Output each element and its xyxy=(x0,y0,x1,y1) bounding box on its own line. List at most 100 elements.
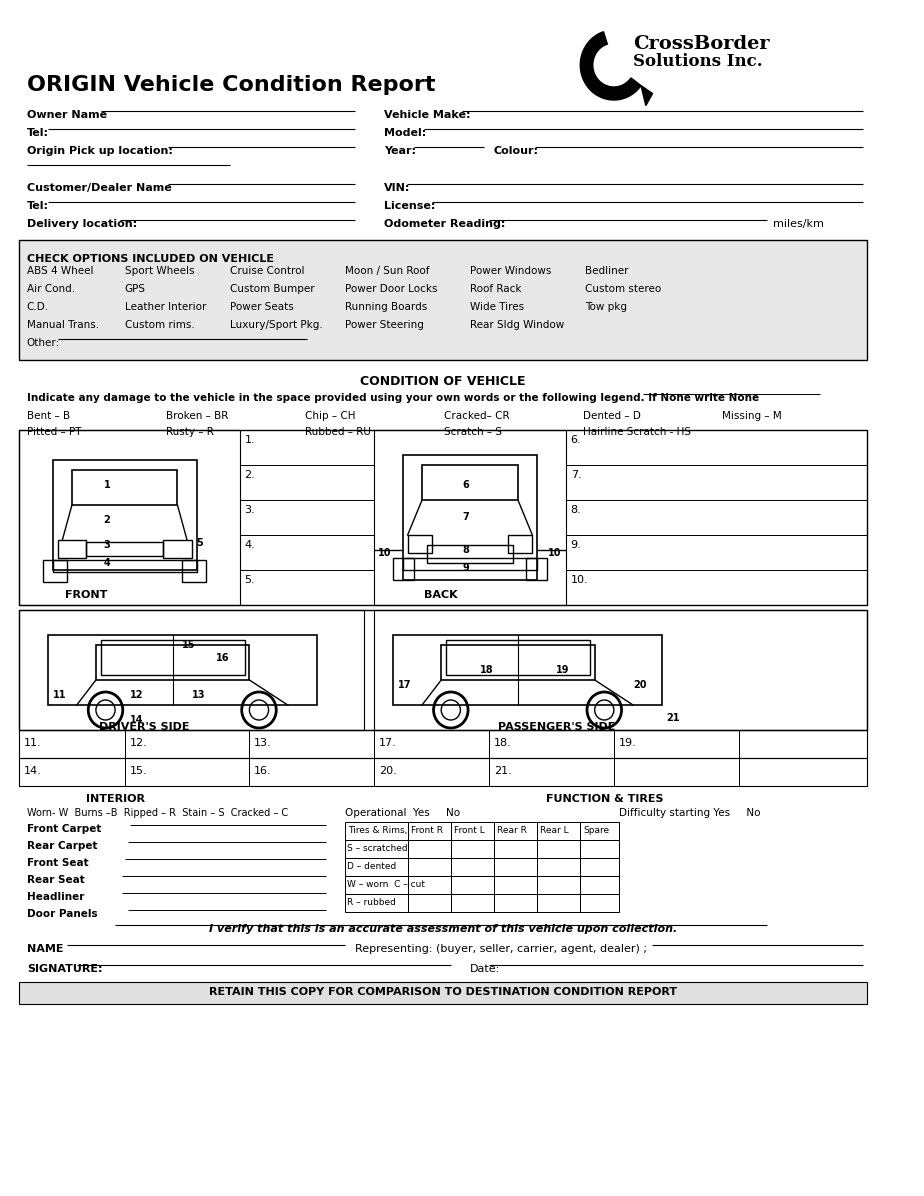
Text: 15: 15 xyxy=(182,640,196,649)
Text: miles/km: miles/km xyxy=(773,219,824,228)
Bar xyxy=(451,858,494,875)
Bar xyxy=(526,559,547,580)
Text: 10.: 10. xyxy=(571,575,589,585)
Text: Pitted – PT: Pitted – PT xyxy=(27,427,81,437)
Text: 17: 17 xyxy=(398,681,411,690)
Text: 9.: 9. xyxy=(571,541,581,550)
Bar xyxy=(494,875,537,893)
Text: 21.: 21. xyxy=(494,765,512,776)
Bar xyxy=(494,840,537,858)
Bar xyxy=(403,454,537,580)
Text: Custom Bumper: Custom Bumper xyxy=(230,283,315,294)
Bar xyxy=(537,893,580,913)
Text: Odometer Reading:: Odometer Reading: xyxy=(383,219,505,228)
Text: Leather Interior: Leather Interior xyxy=(125,303,206,312)
Text: SIGNATURE:: SIGNATURE: xyxy=(27,964,103,974)
Polygon shape xyxy=(580,32,641,100)
Text: 9: 9 xyxy=(462,563,469,573)
Text: Manual Trans.: Manual Trans. xyxy=(27,321,99,330)
Text: Wide Tires: Wide Tires xyxy=(470,303,524,312)
Text: RETAIN THIS COPY FOR COMPARISON TO DESTINATION CONDITION REPORT: RETAIN THIS COPY FOR COMPARISON TO DESTI… xyxy=(209,987,677,997)
Text: 3: 3 xyxy=(103,541,110,550)
Bar xyxy=(451,822,494,840)
Text: R – rubbed: R – rubbed xyxy=(347,898,396,907)
Bar xyxy=(19,982,867,1003)
Text: Custom rims.: Custom rims. xyxy=(125,321,194,330)
Bar xyxy=(19,240,867,360)
Text: License:: License: xyxy=(383,201,435,210)
Bar xyxy=(427,545,513,563)
Text: 4: 4 xyxy=(103,559,110,568)
Bar xyxy=(451,840,494,858)
Text: Model:: Model: xyxy=(383,128,426,138)
Text: 14: 14 xyxy=(129,715,143,725)
Text: Difficulty starting Yes     No: Difficulty starting Yes No xyxy=(619,808,760,818)
Bar xyxy=(48,635,317,704)
Text: Year:: Year: xyxy=(383,146,416,155)
Bar xyxy=(346,840,407,858)
Text: 17.: 17. xyxy=(379,738,396,748)
Text: Rear Seat: Rear Seat xyxy=(27,875,85,885)
Text: Operational  Yes     No: Operational Yes No xyxy=(346,808,460,818)
Bar xyxy=(394,559,414,580)
Text: Colour:: Colour: xyxy=(494,146,539,155)
Bar xyxy=(57,541,86,559)
Text: 14.: 14. xyxy=(24,765,42,776)
Polygon shape xyxy=(641,86,652,105)
Text: 2.: 2. xyxy=(245,470,255,480)
Text: NAME: NAME xyxy=(27,944,64,954)
Bar xyxy=(494,893,537,913)
Bar xyxy=(494,822,537,840)
Bar xyxy=(19,730,867,758)
Text: Dented – D: Dented – D xyxy=(583,411,641,421)
Text: 4.: 4. xyxy=(245,541,255,550)
Bar xyxy=(442,645,595,681)
Text: 19.: 19. xyxy=(619,738,637,748)
Text: INTERIOR: INTERIOR xyxy=(86,794,144,804)
Text: Moon / Sun Roof: Moon / Sun Roof xyxy=(346,266,430,276)
Text: Origin Pick up location:: Origin Pick up location: xyxy=(27,146,173,155)
Bar xyxy=(403,559,537,570)
Bar xyxy=(451,875,494,893)
Text: 3.: 3. xyxy=(245,505,255,515)
Bar xyxy=(394,635,662,704)
Text: C.D.: C.D. xyxy=(27,303,49,312)
Text: 7: 7 xyxy=(462,512,469,521)
Text: Front Carpet: Front Carpet xyxy=(27,824,102,834)
Text: Date:: Date: xyxy=(470,964,500,974)
Text: 5: 5 xyxy=(197,538,203,548)
Text: 8.: 8. xyxy=(571,505,581,515)
Bar xyxy=(86,542,163,556)
Text: Tel:: Tel: xyxy=(27,201,49,210)
Bar xyxy=(53,560,197,572)
Text: Front L: Front L xyxy=(454,826,484,835)
Text: CHECK OPTIONS INCLUDED ON VEHICLE: CHECK OPTIONS INCLUDED ON VEHICLE xyxy=(27,254,274,264)
Text: 10: 10 xyxy=(378,548,392,559)
Bar xyxy=(407,875,451,893)
Bar xyxy=(407,893,451,913)
Bar xyxy=(446,640,590,675)
Text: VIN:: VIN: xyxy=(383,183,410,193)
Text: Tel:: Tel: xyxy=(27,128,49,138)
Text: Roof Rack: Roof Rack xyxy=(470,283,521,294)
Text: 18.: 18. xyxy=(494,738,512,748)
Text: 19: 19 xyxy=(556,665,570,675)
Text: Front Seat: Front Seat xyxy=(27,858,89,868)
Text: 11: 11 xyxy=(53,690,67,700)
Text: Broken – BR: Broken – BR xyxy=(166,411,228,421)
Text: BACK: BACK xyxy=(424,590,458,600)
Bar xyxy=(374,610,867,730)
Text: GPS: GPS xyxy=(125,283,146,294)
Text: Scratch – S: Scratch – S xyxy=(444,427,502,437)
Text: Power Seats: Power Seats xyxy=(230,303,294,312)
Text: 11.: 11. xyxy=(24,738,42,748)
Text: 18: 18 xyxy=(480,665,493,675)
Bar xyxy=(580,858,619,875)
Text: 7.: 7. xyxy=(571,470,581,480)
Text: Cruise Control: Cruise Control xyxy=(230,266,305,276)
Bar xyxy=(580,822,619,840)
Text: Rubbed – RU: Rubbed – RU xyxy=(305,427,371,437)
Text: 13: 13 xyxy=(192,690,205,700)
Text: 16: 16 xyxy=(216,653,229,663)
Bar xyxy=(182,560,206,582)
